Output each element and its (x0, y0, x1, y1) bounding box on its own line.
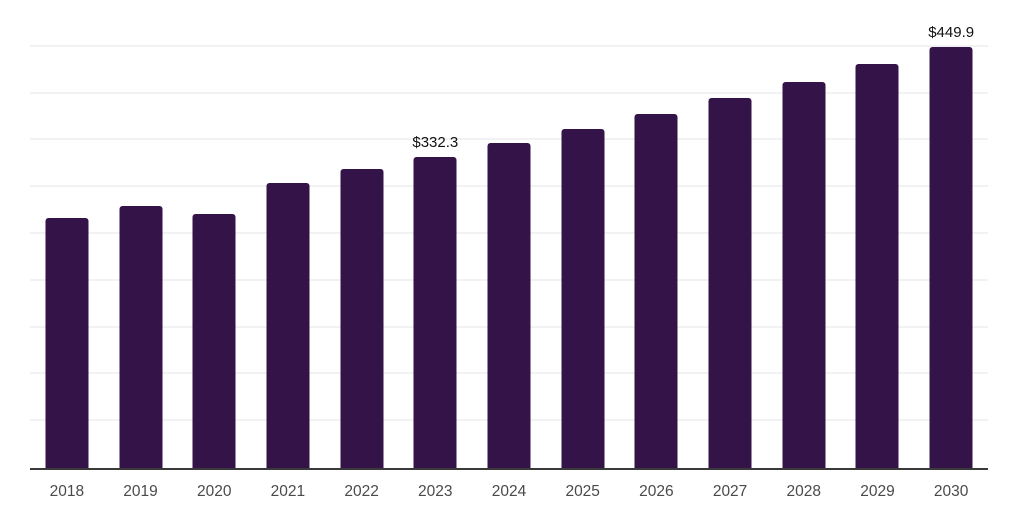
bar (192, 214, 236, 468)
x-tick-label: 2022 (344, 483, 379, 500)
x-tick-label: 2019 (123, 483, 158, 500)
bar (119, 206, 163, 468)
x-tick-label: 2020 (196, 483, 232, 500)
bar (708, 98, 752, 468)
bar-band (693, 0, 767, 468)
bar-band: $449.9 (914, 0, 988, 468)
bar-band (177, 0, 251, 468)
bar (561, 129, 605, 468)
bar-band (251, 0, 325, 468)
x-tick-label: 2026 (639, 483, 674, 500)
bar-band (472, 0, 546, 468)
grid-line (30, 92, 988, 94)
bar (855, 64, 899, 468)
bar-band: $332.3 (398, 0, 472, 468)
bar (266, 183, 310, 468)
bar (45, 218, 89, 468)
bar-band (325, 0, 399, 468)
x-tick-label: 2030 (933, 483, 969, 500)
bar-band (767, 0, 841, 468)
grid-line (30, 45, 988, 47)
bar (929, 47, 973, 468)
bar-band (104, 0, 178, 468)
x-tick-label: 2025 (565, 483, 600, 500)
grid-line (30, 138, 988, 140)
plot-area: $332.3 $449.9 (30, 0, 988, 470)
x-tick-label: 2029 (860, 483, 895, 500)
bar-band (546, 0, 620, 468)
bar-band (620, 0, 694, 468)
x-tick-label: 2024 (491, 483, 527, 500)
x-axis: 2018 2019 2020 2021 2022 2023 2024 2025 2026 2027… (30, 482, 988, 506)
bar-value-label: $332.3 (412, 134, 459, 151)
bar (782, 82, 826, 468)
bar-value-label: $449.9 (928, 24, 975, 41)
bar (340, 169, 384, 468)
bar-band (841, 0, 915, 468)
x-tick-label: 2021 (270, 483, 306, 500)
bar-band (30, 0, 104, 468)
x-tick-label: 2018 (49, 483, 85, 500)
bar (487, 143, 531, 468)
bar (413, 157, 457, 468)
x-tick-label: 2023 (418, 483, 453, 500)
x-tick-label: 2028 (786, 483, 822, 500)
bar (634, 114, 678, 468)
x-tick-label: 2027 (712, 483, 748, 500)
